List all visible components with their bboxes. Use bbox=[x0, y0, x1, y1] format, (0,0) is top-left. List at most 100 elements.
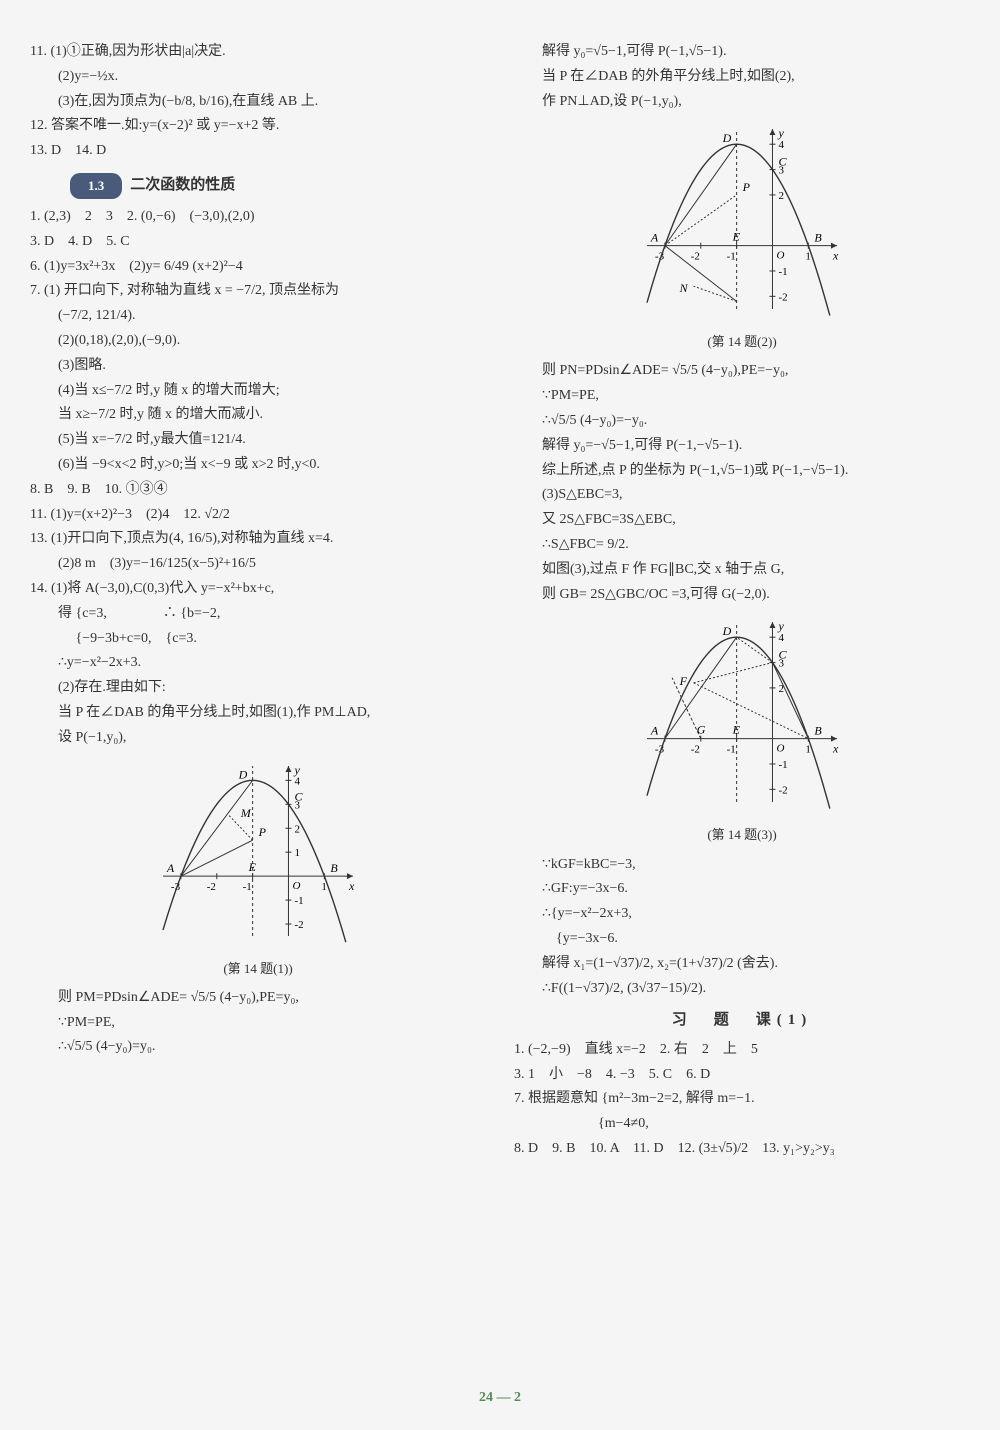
section-number: 1.3 bbox=[70, 173, 122, 199]
text-line: 当 P 在∠DAB 的角平分线上时,如图(1),作 PM⊥AD, bbox=[30, 701, 486, 725]
text-line: ∵PM=PE, bbox=[30, 1011, 486, 1035]
section-title: 二次函数的性质 bbox=[130, 173, 235, 199]
text-line: (3)图略. bbox=[30, 354, 486, 378]
svg-text:A: A bbox=[650, 724, 659, 738]
text-line: 6. (1)y=3x²+3x (2)y= 6/49 (x+2)²−4 bbox=[30, 255, 486, 279]
svg-text:C: C bbox=[294, 789, 303, 803]
text-line: 8. D 9. B 10. A 11. D 12. (3±√5)/2 13. y… bbox=[514, 1137, 970, 1161]
text-line: ∴GF:y=−3x−6. bbox=[514, 877, 970, 901]
svg-text:-2: -2 bbox=[207, 881, 216, 893]
text-line: 14. (1)将 A(−3,0),C(0,3)代入 y=−x²+bx+c, bbox=[30, 577, 486, 601]
svg-text:G: G bbox=[697, 723, 706, 737]
text-line: 当 x≥−7/2 时,y 随 x 的增大而减小. bbox=[30, 403, 486, 427]
svg-text:P: P bbox=[742, 180, 751, 194]
text-line: ∴{y=−x²−2x+3, bbox=[514, 902, 970, 926]
svg-text:E: E bbox=[248, 860, 257, 874]
text-line: 设 P(−1,y₀), bbox=[30, 726, 486, 750]
text-line: 11. (1)①正确,因为形状由|a|决定. bbox=[30, 40, 486, 64]
text-line: 7. 根据题意知 {m²−3m−2=2, 解得 m=−1. bbox=[514, 1087, 970, 1111]
text-line: 得 {c=3, ∴ {b=−2, bbox=[30, 602, 486, 626]
text-line: (5)当 x=−7/2 时,y最大值=121/4. bbox=[30, 428, 486, 452]
svg-text:x: x bbox=[832, 742, 839, 756]
svg-text:-1: -1 bbox=[727, 744, 736, 756]
text-line: (3)S△EBC=3, bbox=[514, 483, 970, 507]
svg-text:N: N bbox=[679, 282, 689, 296]
text-line: {y=−3x−6. bbox=[514, 927, 970, 951]
text-line: (2)(0,18),(2,0),(−9,0). bbox=[30, 329, 486, 353]
svg-text:A: A bbox=[650, 231, 659, 245]
text-line: ∴F((1−√37)/2, (3√37−15)/2). bbox=[514, 977, 970, 1001]
svg-text:-1: -1 bbox=[243, 881, 252, 893]
text-line: (6)当 −9<x<2 时,y>0;当 x<−9 或 x>2 时,y<0. bbox=[30, 453, 486, 477]
page-number: 24 — 2 bbox=[479, 1390, 521, 1406]
svg-text:-1: -1 bbox=[294, 895, 303, 907]
text-line: (2)y=−½x. bbox=[30, 65, 486, 89]
svg-text:-2: -2 bbox=[691, 251, 700, 263]
svg-text:D: D bbox=[722, 132, 732, 146]
figure-caption: (第 14 题(3)) bbox=[514, 824, 970, 846]
text-line: 则 PM=PDsin∠ADE= √5/5 (4−y₀),PE=y₀, bbox=[30, 986, 486, 1010]
svg-text:4: 4 bbox=[778, 140, 784, 152]
svg-text:E: E bbox=[732, 230, 741, 244]
figure-14-2: xyO-3-2-11-1-2234DCPAEBN (第 14 题(2)) bbox=[514, 119, 970, 353]
svg-text:D: D bbox=[238, 767, 248, 781]
text-line: ∴√5/5 (4−y₀)=−y₀. bbox=[514, 409, 970, 433]
svg-text:-2: -2 bbox=[294, 919, 303, 931]
figure-14-1: xyO-3-2-11-1-21234DCMPAEB (第 14 题(1)) bbox=[30, 756, 486, 980]
svg-text:1: 1 bbox=[321, 881, 327, 893]
text-line: ∵PM=PE, bbox=[514, 384, 970, 408]
figure-caption: (第 14 题(1)) bbox=[30, 958, 486, 980]
text-line: 则 PN=PDsin∠ADE= √5/5 (4−y₀),PE=−y₀, bbox=[514, 359, 970, 383]
text-line: {−9−3b+c=0, {c=3. bbox=[30, 627, 486, 651]
text-line: 则 GB= 2S△GBC/OC =3,可得 G(−2,0). bbox=[514, 583, 970, 607]
text-line: 3. 1 小 −8 4. −3 5. C 6. D bbox=[514, 1063, 970, 1087]
svg-text:O: O bbox=[776, 743, 784, 755]
text-line: 12. 答案不唯一.如:y=(x−2)² 或 y=−x+2 等. bbox=[30, 114, 486, 138]
text-line: (3)在,因为顶点为(−b/8, b/16),在直线 AB 上. bbox=[30, 90, 486, 114]
svg-text:-2: -2 bbox=[778, 292, 787, 304]
figure-14-3: xyO-3-2-11-1-2234DCFAGEB (第 14 题(3)) bbox=[514, 612, 970, 846]
svg-text:4: 4 bbox=[778, 633, 784, 645]
text-line: 7. (1) 开口向下, 对称轴为直线 x = −7/2, 顶点坐标为 bbox=[30, 279, 486, 303]
text-line: 又 2S△FBC=3S△EBC, bbox=[514, 508, 970, 532]
svg-text:D: D bbox=[722, 625, 732, 639]
svg-text:x: x bbox=[348, 879, 355, 893]
section-header: 1.3 二次函数的性质 bbox=[70, 173, 486, 199]
svg-text:2: 2 bbox=[294, 823, 300, 835]
text-line: ∴S△FBC= 9/2. bbox=[514, 533, 970, 557]
text-line: 8. B 9. B 10. ①③④ bbox=[30, 478, 486, 502]
text-line: ∵kGF=kBC=−3, bbox=[514, 853, 970, 877]
text-line: 作 PN⊥AD,设 P(−1,y₀), bbox=[514, 90, 970, 114]
text-line: 1. (2,3) 2 3 2. (0,−6) (−3,0),(2,0) bbox=[30, 205, 486, 229]
svg-text:B: B bbox=[814, 724, 822, 738]
text-line: 如图(3),过点 F 作 FG∥BC,交 x 轴于点 G, bbox=[514, 558, 970, 582]
text-line: (2)存在.理由如下: bbox=[30, 676, 486, 700]
text-line: {m−4≠0, bbox=[514, 1112, 970, 1136]
right-column: 解得 y₀=√5−1,可得 P(−1,√5−1). 当 P 在∠DAB 的外角平… bbox=[514, 40, 970, 1162]
svg-text:A: A bbox=[166, 861, 175, 875]
text-line: 综上所述,点 P 的坐标为 P(−1,√5−1)或 P(−1,−√5−1). bbox=[514, 459, 970, 483]
text-line: (−7/2, 121/4). bbox=[30, 304, 486, 328]
svg-text:1: 1 bbox=[294, 847, 300, 859]
svg-text:P: P bbox=[258, 825, 267, 839]
svg-text:y: y bbox=[777, 126, 784, 140]
svg-text:-2: -2 bbox=[778, 785, 787, 797]
text-line: 13. D 14. D bbox=[30, 139, 486, 163]
text-line: 13. (1)开口向下,顶点为(4, 16/5),对称轴为直线 x=4. bbox=[30, 527, 486, 551]
svg-text:-1: -1 bbox=[778, 759, 787, 771]
text-line: 当 P 在∠DAB 的外角平分线上时,如图(2), bbox=[514, 65, 970, 89]
svg-text:E: E bbox=[732, 723, 741, 737]
text-line: ∴y=−x²−2x+3. bbox=[30, 651, 486, 675]
svg-text:O: O bbox=[776, 250, 784, 262]
svg-text:O: O bbox=[292, 880, 300, 892]
svg-text:F: F bbox=[679, 674, 688, 688]
svg-text:-2: -2 bbox=[691, 744, 700, 756]
svg-text:B: B bbox=[814, 231, 822, 245]
text-line: 解得 y₀=√5−1,可得 P(−1,√5−1). bbox=[514, 40, 970, 64]
text-line: 3. D 4. D 5. C bbox=[30, 230, 486, 254]
svg-text:B: B bbox=[330, 861, 338, 875]
text-line: 解得 x₁=(1−√37)/2, x₂=(1+√37)/2 (舍去). bbox=[514, 952, 970, 976]
svg-text:2: 2 bbox=[778, 190, 784, 202]
svg-text:-1: -1 bbox=[727, 251, 736, 263]
text-line: 11. (1)y=(x+2)²−3 (2)4 12. √2/2 bbox=[30, 503, 486, 527]
